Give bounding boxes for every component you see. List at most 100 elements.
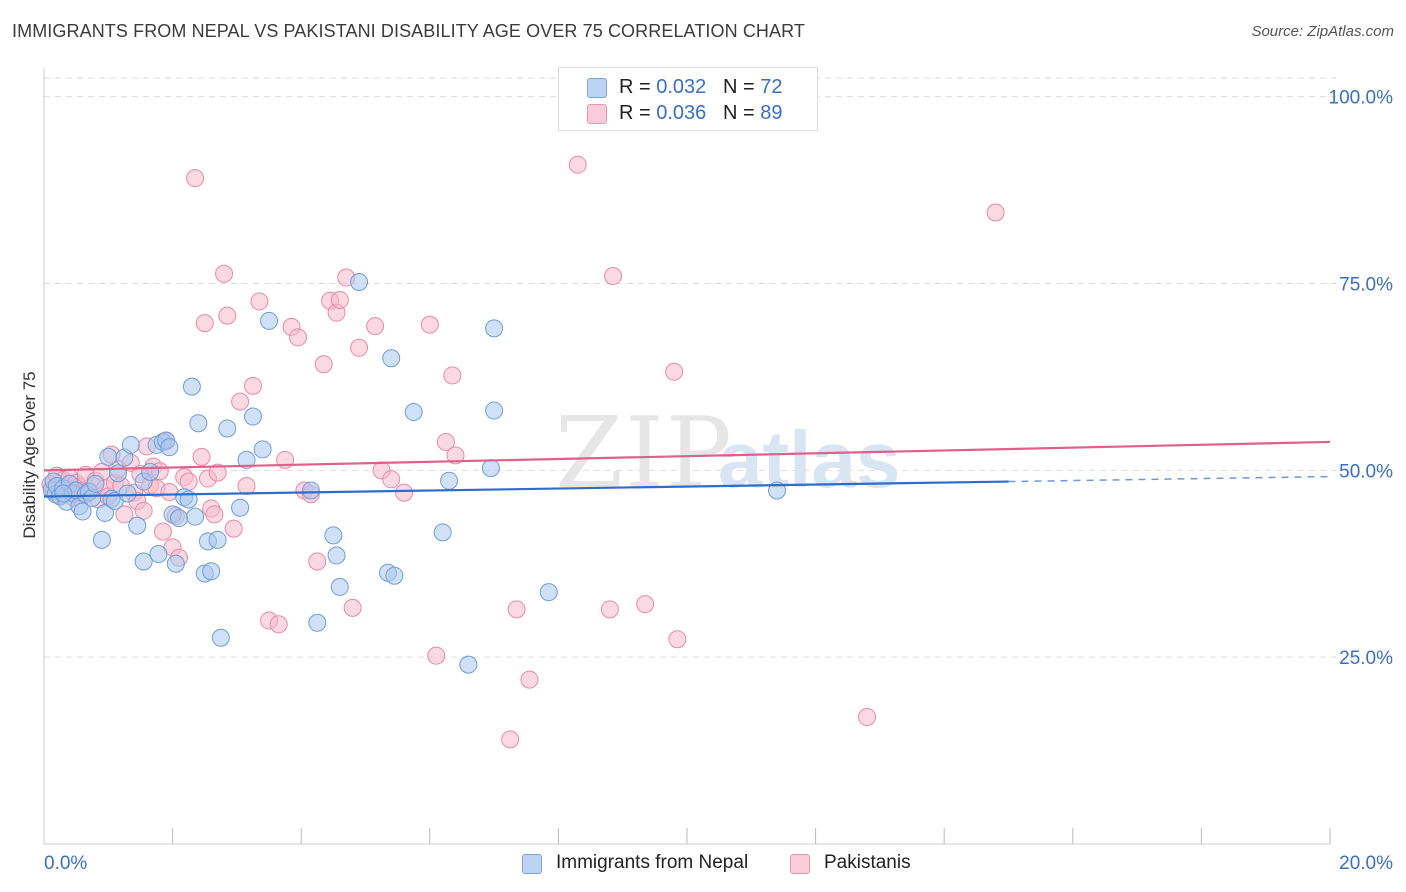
- chart-title: IMMIGRANTS FROM NEPAL VS PAKISTANI DISAB…: [12, 21, 805, 41]
- nepal-point: [404, 403, 423, 422]
- nepal-point: [208, 530, 227, 549]
- nepal-point: [253, 440, 272, 459]
- pakistanis-point: [986, 203, 1005, 222]
- pakistanis-point: [224, 519, 243, 538]
- gridlines: [44, 77, 1336, 658]
- pakistanis-point: [314, 355, 333, 374]
- n-value-nepal: 72: [760, 76, 783, 98]
- pakistanis-point: [308, 552, 327, 571]
- nepal-point: [99, 447, 118, 466]
- n-label: N =: [722, 102, 761, 124]
- pakistanis-point: [382, 470, 401, 489]
- pakistanis-point: [134, 501, 153, 520]
- nepal-point: [73, 502, 92, 521]
- r-label: R =: [619, 102, 657, 124]
- nepal-point: [308, 613, 327, 632]
- pakistanis-point: [179, 472, 198, 491]
- nepal-swatch: [587, 78, 607, 98]
- legend-row-pakistanis-text: R = 0.036 N = 89: [619, 102, 782, 125]
- nepal-point: [166, 554, 185, 573]
- pakistanis-point: [446, 446, 465, 465]
- watermark-atlas: atlas: [718, 415, 900, 504]
- nepal-trend-line: [43, 480, 1009, 498]
- pakistanis-point: [215, 264, 234, 283]
- nepal-point: [118, 484, 137, 503]
- y-tick-label: 25.0%: [1339, 648, 1393, 669]
- nepal-point: [92, 530, 111, 549]
- pakistanis-point: [115, 505, 134, 524]
- pakistanis-point: [420, 315, 439, 334]
- pakistanis-point: [153, 522, 172, 541]
- legend-row-nepal-text: R = 0.032 N = 72: [619, 76, 782, 99]
- nepal-point: [301, 481, 320, 500]
- pakistanis-point: [269, 615, 288, 634]
- pakistanis-point: [218, 306, 237, 325]
- nepal-point: [481, 459, 500, 478]
- pakistanis-point: [636, 595, 655, 614]
- nepal-point: [231, 498, 250, 517]
- nepal-point: [54, 484, 73, 503]
- nepal-point: [485, 401, 504, 420]
- pakistanis-point: [507, 600, 526, 619]
- pakistanis-point: [231, 392, 250, 411]
- correlation-legend: R = 0.032 N = 72 R = 0.036 N = 89: [558, 67, 818, 131]
- nepal-points: [42, 273, 787, 674]
- y-tick-label: 100.0%: [1329, 88, 1394, 109]
- x-tick-label-min: 0.0%: [44, 853, 87, 874]
- pakistanis-point: [668, 630, 687, 649]
- pakistanis-point: [330, 290, 349, 309]
- nepal-point: [108, 464, 127, 483]
- nepal-point: [182, 377, 201, 396]
- pakistanis-point: [250, 292, 269, 311]
- axes: [43, 68, 1331, 845]
- nepal-trend-extension: [1008, 475, 1331, 483]
- axis-labels: 25.0% 50.0% 75.0% 100.0% 0.0% 20.0% Disability…: [20, 88, 1393, 874]
- pakistanis-point: [195, 314, 214, 333]
- series-legend: Immigrants from Nepal Pakistanis: [0, 852, 1406, 878]
- nepal-point: [189, 414, 208, 433]
- nepal-point: [327, 546, 346, 565]
- pakistanis-point: [600, 600, 619, 619]
- pakistanis-point: [436, 432, 455, 451]
- n-value-pakistanis: 89: [760, 102, 783, 124]
- watermark: ZIP atlas: [555, 397, 900, 511]
- pakistanis-point: [366, 317, 385, 336]
- pakistanis-point: [427, 646, 446, 665]
- nepal-point: [459, 655, 478, 674]
- pakistanis-swatch: [587, 104, 607, 124]
- watermark-zip: ZIP: [555, 397, 734, 511]
- y-axis-label: Disability Age Over 75: [20, 371, 39, 538]
- nepal-point: [350, 273, 369, 292]
- r-value-nepal: 0.032: [656, 76, 707, 98]
- nepal-point: [211, 628, 230, 647]
- x-tick-label-max: 20.0%: [1339, 853, 1393, 874]
- nepal-point: [237, 450, 256, 469]
- pakistanis-point: [604, 267, 623, 286]
- pakistanis-point: [568, 155, 587, 174]
- nepal-point: [121, 435, 140, 454]
- source-credit: Source: ZipAtlas.com: [1251, 23, 1394, 40]
- nepal-point: [260, 311, 279, 330]
- pakistanis-point: [443, 366, 462, 385]
- r-value-pakistanis: 0.036: [656, 102, 707, 124]
- nepal-point: [202, 562, 221, 581]
- pakistanis-point: [501, 730, 520, 749]
- nepal-point: [385, 566, 404, 585]
- pakistanis-point: [350, 338, 369, 357]
- pakistanis-point: [237, 477, 256, 496]
- pakistanis-point: [343, 598, 362, 617]
- nepal-point: [86, 474, 105, 493]
- nepal-point: [134, 552, 153, 571]
- pakistanis-trend-line: [43, 440, 1331, 472]
- pakistanis-point: [186, 169, 205, 188]
- legend-label-nepal: Immigrants from Nepal: [556, 852, 749, 873]
- pakistanis-point: [858, 707, 877, 726]
- pakistanis-point: [520, 670, 539, 689]
- pakistanis-point: [288, 328, 307, 347]
- r-label: R =: [619, 76, 657, 98]
- pakistanis-swatch: [790, 854, 810, 874]
- nepal-point: [485, 319, 504, 338]
- nepal-point: [128, 516, 147, 535]
- trend-lines: [43, 440, 1331, 498]
